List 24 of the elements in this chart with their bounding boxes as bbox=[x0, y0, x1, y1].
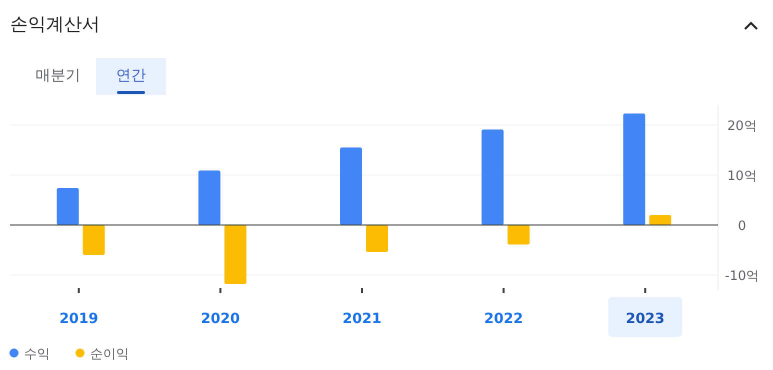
y-tick-label: 20억 bbox=[727, 119, 757, 134]
bar bbox=[482, 130, 504, 225]
bar bbox=[623, 114, 646, 225]
bar bbox=[508, 225, 530, 244]
bar bbox=[340, 148, 362, 225]
text: 연간 bbox=[116, 66, 146, 84]
x-tick-label: 2023 bbox=[626, 311, 665, 327]
y-tick-label: 10억 bbox=[727, 169, 757, 184]
y-tick-label: 0 bbox=[738, 219, 746, 234]
bar bbox=[224, 225, 246, 284]
legend-label: 수익 bbox=[24, 347, 50, 362]
x-tick-label: 2019 bbox=[59, 311, 98, 327]
x-tick-label: 2021 bbox=[342, 311, 382, 327]
bar bbox=[82, 225, 105, 255]
bar bbox=[56, 188, 79, 225]
chart-title: 손익계산서 bbox=[10, 14, 100, 35]
x-tick-label: 2020 bbox=[200, 311, 240, 327]
legend-label: 순이익 bbox=[90, 347, 129, 362]
bar bbox=[366, 225, 388, 252]
y-tick-label: -10억 bbox=[724, 269, 760, 284]
bar bbox=[649, 215, 672, 225]
x-tick-label: 2022 bbox=[484, 311, 524, 327]
bar bbox=[198, 170, 220, 225]
text: 매분기 bbox=[36, 66, 80, 84]
